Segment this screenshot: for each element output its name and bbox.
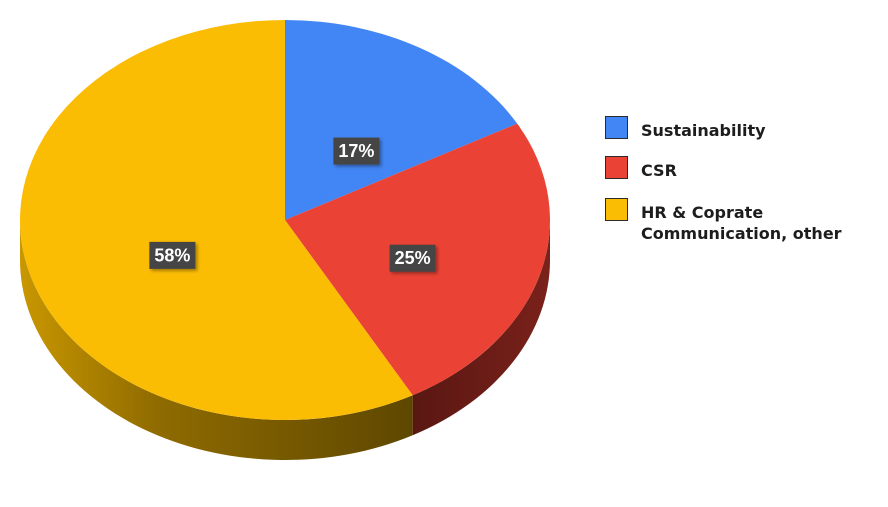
data-label-csr: 25% [389, 244, 436, 272]
pie-slices [19, 20, 550, 420]
data-label-box-hr-coprate-communication-other [149, 241, 196, 269]
data-label-box-sustainability [333, 137, 380, 165]
pie-side-hr-coprate-communication-other [20, 220, 413, 460]
pie-data-labels: 17% 25% 58% [149, 137, 436, 272]
pie-side-csr [412, 220, 550, 436]
legend-label-hr-corporate-communication: HR & Coprate Communication, other [641, 203, 842, 243]
data-label-sustainability: 17% [333, 137, 380, 165]
legend-swatch-hr-corporate-communication [605, 198, 628, 221]
data-label-hr-coprate-communication-other: 58% [149, 241, 196, 269]
pie-side-walls [20, 220, 550, 460]
legend-item-sustainability: Sustainability [605, 116, 865, 141]
data-label-text-sustainability: 17% [338, 141, 374, 161]
legend-label-sustainability: Sustainability [641, 121, 766, 140]
legend: Sustainability CSR HR & Coprate Communic… [605, 116, 865, 259]
data-label-text-csr: 25% [395, 248, 431, 268]
data-label-text-hr-coprate-communication-other: 58% [154, 245, 190, 265]
legend-item-hr-corporate-communication: HR & Coprate Communication, other [605, 198, 865, 244]
pie-slice-hr-coprate-communication-other [19, 20, 413, 420]
legend-swatch-sustainability [605, 116, 628, 139]
data-label-box-csr [389, 244, 436, 272]
pie-slice-sustainability [285, 20, 518, 220]
legend-label-csr: CSR [641, 161, 677, 180]
legend-swatch-csr [605, 156, 628, 179]
legend-item-csr: CSR [605, 156, 865, 181]
